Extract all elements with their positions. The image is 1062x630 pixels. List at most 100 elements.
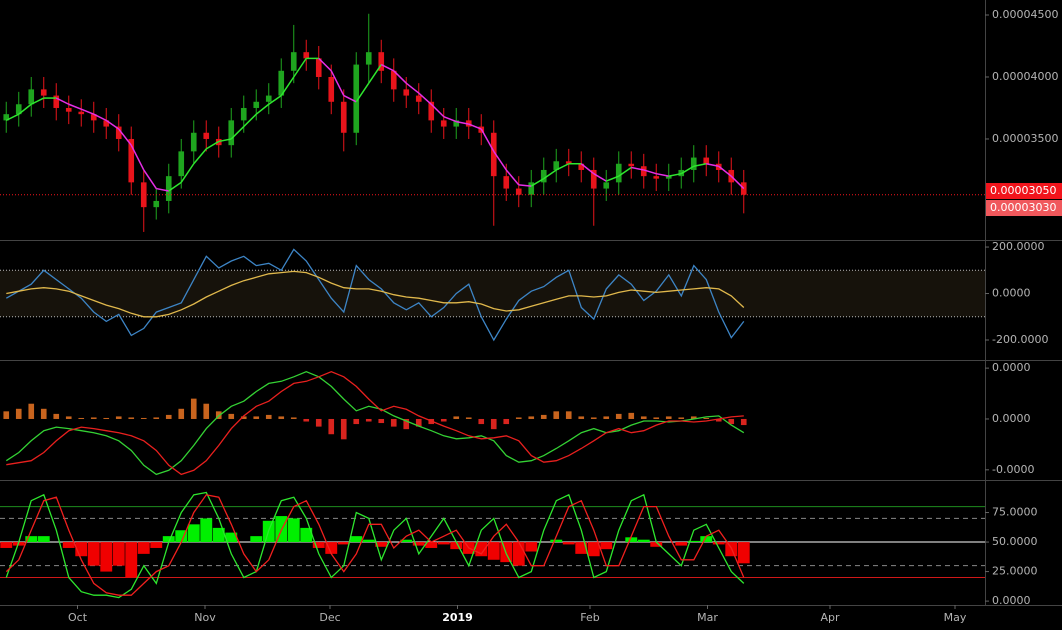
candle-body (128, 138, 135, 183)
candle-body (565, 161, 572, 164)
candle-body (53, 95, 60, 108)
histogram-bar (578, 416, 585, 419)
y-tick-label: 0.0000 (992, 361, 1031, 374)
price-tag (986, 200, 1062, 216)
x-tick-label: Dec (319, 611, 340, 624)
candle-body (3, 114, 10, 121)
ma-segment (418, 92, 432, 105)
histogram-bar (737, 542, 750, 564)
histogram-bar (650, 542, 663, 547)
histogram-bar (337, 542, 350, 545)
candle-body (628, 163, 635, 167)
candle-body (90, 114, 97, 121)
series-line (6, 270, 745, 318)
histogram-bar (115, 416, 122, 419)
histogram-bar (375, 542, 388, 547)
candle-body (415, 95, 422, 102)
ma-segment (430, 103, 445, 118)
ma-segment (180, 163, 195, 183)
y-tick-label: 0.0000 (992, 594, 1031, 607)
histogram-bar (153, 417, 160, 419)
histogram-bar (603, 416, 610, 419)
candle-body (515, 188, 522, 195)
histogram-bar (465, 417, 472, 419)
histogram-bar (665, 416, 672, 419)
candle-body (203, 132, 210, 139)
histogram-bar (525, 542, 538, 552)
band (0, 270, 985, 317)
x-tick-label: Mar (697, 611, 718, 624)
histogram-bar (140, 417, 147, 419)
ma-segment (368, 64, 382, 84)
histogram-bar (190, 398, 197, 419)
ma-segment (680, 165, 695, 175)
histogram-bar (175, 530, 188, 543)
candle-body (590, 169, 597, 189)
y-tick-label: 0.00004000 (992, 70, 1058, 83)
ma-segment (543, 169, 557, 180)
candle-body (353, 64, 360, 133)
histogram-bar (203, 403, 210, 419)
histogram-bar (640, 416, 647, 419)
histogram-bar (3, 411, 10, 419)
candle-body (428, 101, 435, 121)
ma-segment (343, 94, 357, 103)
histogram-bar (400, 539, 413, 543)
histogram-bar (212, 527, 225, 543)
candle-body (665, 176, 672, 179)
candle-body (140, 182, 147, 208)
series-line (5, 491, 745, 599)
histogram-bar (365, 418, 372, 422)
candle-body (553, 161, 560, 170)
candle-body (278, 70, 285, 96)
histogram-bar (15, 408, 22, 419)
histogram-bar (600, 542, 613, 550)
histogram-bar (362, 539, 375, 543)
ma-segment (405, 82, 420, 94)
ma-segment (93, 113, 107, 122)
y-tick-label: 50.0000 (992, 535, 1038, 548)
ma-segment (456, 120, 469, 125)
ma-segment (605, 175, 620, 182)
ma-segment (55, 97, 70, 105)
histogram-bar (53, 413, 60, 419)
ma-segment (618, 166, 632, 177)
histogram-bar (412, 542, 425, 546)
y-tick-label: 75.0000 (992, 506, 1038, 519)
candle-body (328, 76, 335, 102)
histogram-bar (200, 518, 213, 543)
ma-segment (505, 169, 520, 186)
price-tag (986, 183, 1062, 199)
histogram-bar (40, 408, 47, 419)
ma-segment (243, 113, 257, 128)
histogram-bar (615, 413, 622, 419)
price-tag-label: 0.00003030 (990, 201, 1056, 214)
ma-segment (380, 63, 395, 72)
x-tick-label: Feb (580, 611, 599, 624)
candle-body (440, 120, 447, 127)
histogram-bar (503, 418, 510, 425)
candle-body (240, 107, 247, 121)
histogram-bar (112, 542, 125, 566)
histogram-bar (703, 417, 710, 419)
histogram-bar (528, 416, 535, 419)
ma-segment (168, 181, 182, 192)
candle-body (340, 101, 347, 133)
histogram-bar (715, 418, 722, 422)
ma-segment (5, 113, 20, 122)
ma-segment (80, 108, 95, 115)
ma-segment (718, 165, 732, 177)
ma-segment (318, 57, 332, 72)
histogram-bar (303, 418, 310, 422)
histogram-bar (253, 416, 260, 419)
series-line (6, 370, 744, 476)
histogram-bar (328, 418, 335, 435)
histogram-bar (187, 524, 200, 543)
histogram-bar (490, 418, 497, 430)
ma-segment (293, 57, 307, 78)
histogram-bar (415, 418, 422, 427)
ma-segment (480, 128, 495, 152)
ma-segment (468, 123, 482, 130)
